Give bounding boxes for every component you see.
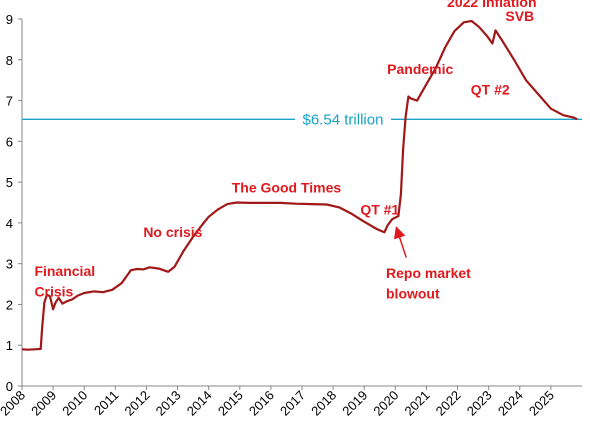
- x-tick-label: 2015: [215, 388, 246, 419]
- x-tick-label: 2017: [277, 388, 308, 419]
- series-group: [21, 19, 578, 351]
- y-tick-label: 7: [6, 94, 13, 109]
- x-tick-label: 2012: [122, 388, 153, 419]
- x-tick-label: 2022: [433, 388, 464, 419]
- x-tick-label: 2025: [526, 388, 557, 419]
- annotation-label: QT #2: [471, 81, 510, 97]
- y-tick-label: 3: [6, 257, 13, 272]
- x-tick-label: 2020: [370, 388, 401, 419]
- reference-line-group: $6.54 trillion: [22, 109, 582, 128]
- annotation-label: blowout: [386, 285, 440, 301]
- annotation-arrow: [393, 226, 407, 258]
- y-tick-label: 6: [6, 134, 13, 149]
- annotation-label: No crisis: [143, 224, 202, 240]
- annotation-label: Repo market: [386, 265, 471, 281]
- y-tick-label: 5: [6, 175, 13, 190]
- x-tick-label: 2011: [91, 388, 121, 418]
- annotation-label: QT #1: [360, 202, 399, 218]
- y-tick-label: 8: [6, 53, 13, 68]
- annotation-label: Crisis: [34, 283, 73, 299]
- x-tick-label: 2018: [308, 388, 339, 419]
- y-tick-label: 9: [6, 12, 13, 27]
- reference-label-background: [295, 109, 391, 128]
- y-tick-label: 1: [6, 338, 13, 353]
- reference-line-label: $6.54 trillion: [303, 111, 384, 128]
- series-line: [21, 19, 578, 351]
- x-tick-label: 2014: [184, 388, 215, 419]
- x-tick-label: 2008: [0, 388, 28, 419]
- x-tick-label: 2024: [495, 388, 526, 419]
- y-tick-label: 2: [6, 297, 13, 312]
- x-tick-label: 2009: [28, 388, 59, 419]
- annotation-label: Financial: [34, 263, 95, 279]
- annotation-label: The Good Times: [232, 179, 342, 195]
- x-tick-label: 2023: [464, 388, 495, 419]
- x-tick-label: 2016: [246, 388, 277, 419]
- y-tick-label: 0: [6, 379, 13, 394]
- x-tick-label: 2013: [153, 388, 184, 419]
- y-tick-label: 4: [6, 216, 13, 231]
- annotation-label: 2022 Inflation: [447, 0, 536, 10]
- x-tick-label: 2010: [59, 388, 90, 419]
- x-tick-label: 2021: [402, 388, 433, 419]
- annotation-label: SVB: [505, 8, 534, 24]
- annotation-label: Pandemic: [387, 61, 453, 77]
- x-tick-label: 2019: [339, 388, 370, 419]
